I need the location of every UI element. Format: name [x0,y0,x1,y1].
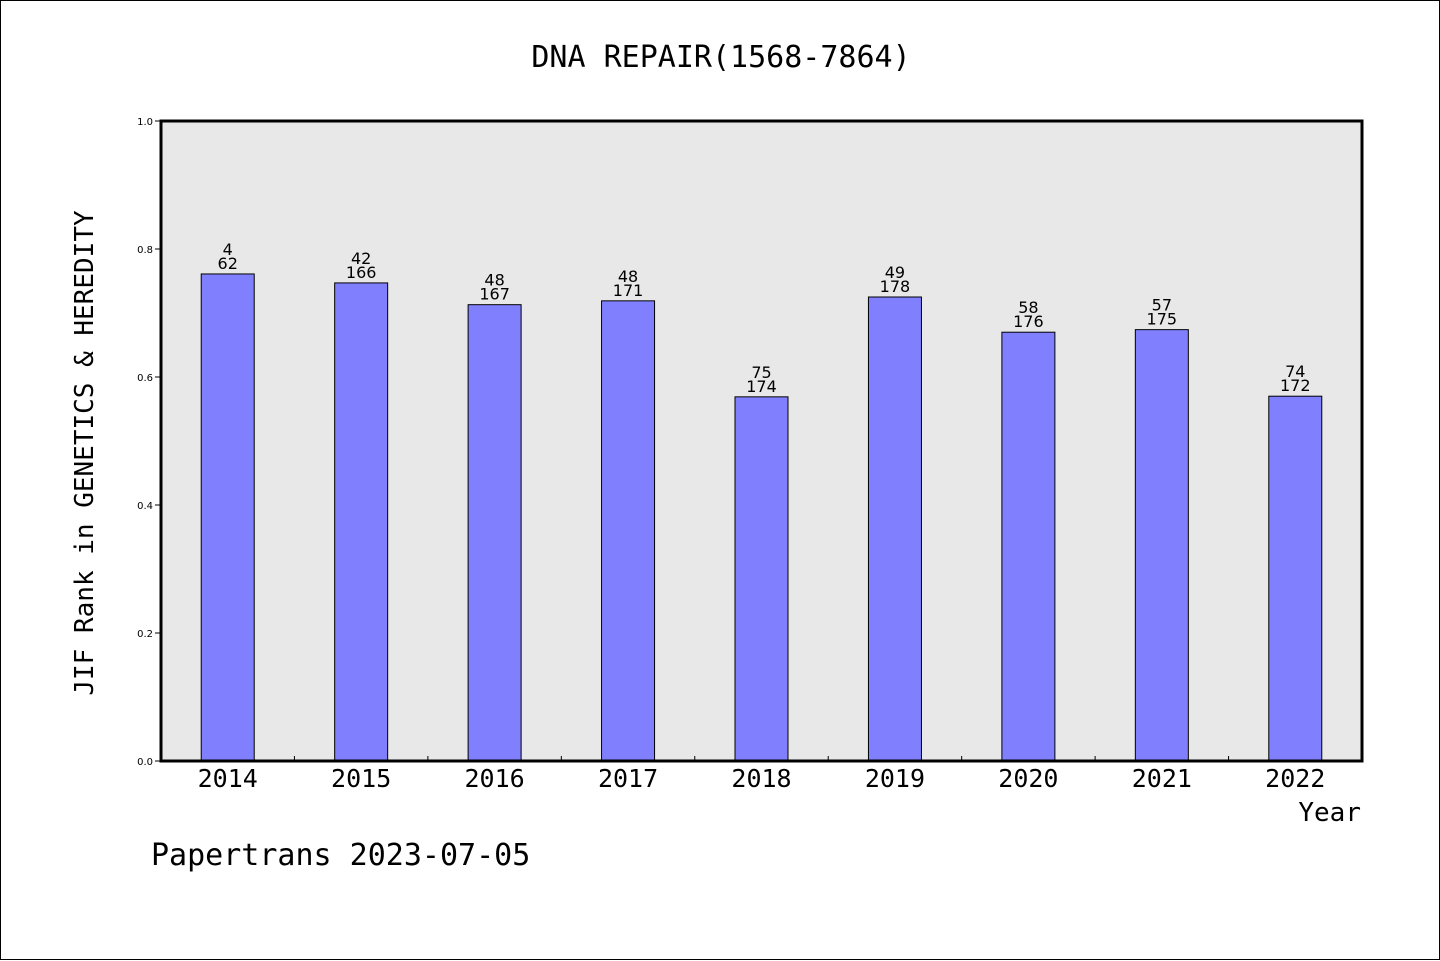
bar-rank-label: 48 [484,271,504,290]
x-tick-label: 2014 [198,764,258,793]
bar-total-label: 62 [218,254,238,273]
plot-border [159,119,1364,763]
bar-rank-label: 42 [351,249,371,268]
bar-total-label: 178 [880,277,911,296]
bar-rank-label: 48 [618,267,638,286]
bar-rank-label: 4 [223,240,233,259]
bar-rank-label: 58 [1018,298,1038,317]
y-axis-label: JIF Rank in GENETICS & HEREDITY [70,210,100,696]
x-tick-label: 2021 [1132,764,1192,793]
y-tick-label: 0.8 [137,245,153,256]
x-tick-label: 2017 [598,764,658,793]
bar [601,300,656,762]
x-axis-label: Year [1298,798,1361,828]
x-tick-label: 2020 [998,764,1058,793]
bar [734,396,789,762]
bar [1268,395,1323,762]
bar [1001,331,1056,762]
chart-title: DNA REPAIR(1568-7864) [531,40,910,75]
bar [1134,329,1189,762]
bar-total-label: 167 [479,285,510,304]
bar [334,282,389,762]
bar-rank-label: 57 [1152,296,1172,315]
x-tick-label: 2019 [865,764,925,793]
x-tick-label: 2016 [465,764,525,793]
y-tick-label: 0.0 [137,757,153,768]
x-tick-label: 2022 [1265,764,1325,793]
bar-total-label: 176 [1013,312,1044,331]
y-axis-ticks: 0.0 0.2 0.4 0.6 0.8 1.0 [137,117,161,768]
bar [467,304,522,762]
bar-total-label: 175 [1147,310,1178,329]
bar-rank-label: 74 [1285,362,1305,381]
x-tick-label: 2015 [331,764,391,793]
bar-total-label: 171 [613,281,644,300]
footer-credit: Papertrans 2023-07-05 [151,838,530,873]
x-axis-ticks: 2014 2015 2016 2017 2018 2019 2020 2021 2022 [198,756,1325,793]
y-tick-label: 0.2 [137,629,153,640]
y-tick-label: 0.6 [137,373,153,384]
bar-total-label: 172 [1280,376,1311,395]
bar-rank-label: 75 [751,363,771,382]
bar-total-label: 174 [746,377,777,396]
bar-total-label: 166 [346,263,377,282]
bar [200,273,255,762]
bar-rank-label: 49 [885,263,905,282]
y-tick-label: 0.4 [137,501,153,512]
bar [867,296,922,762]
y-tick-label: 1.0 [137,117,153,128]
x-tick-label: 2018 [731,764,791,793]
